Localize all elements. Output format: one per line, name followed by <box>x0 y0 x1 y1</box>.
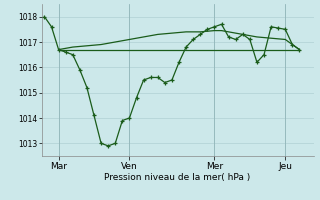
X-axis label: Pression niveau de la mer( hPa ): Pression niveau de la mer( hPa ) <box>104 173 251 182</box>
